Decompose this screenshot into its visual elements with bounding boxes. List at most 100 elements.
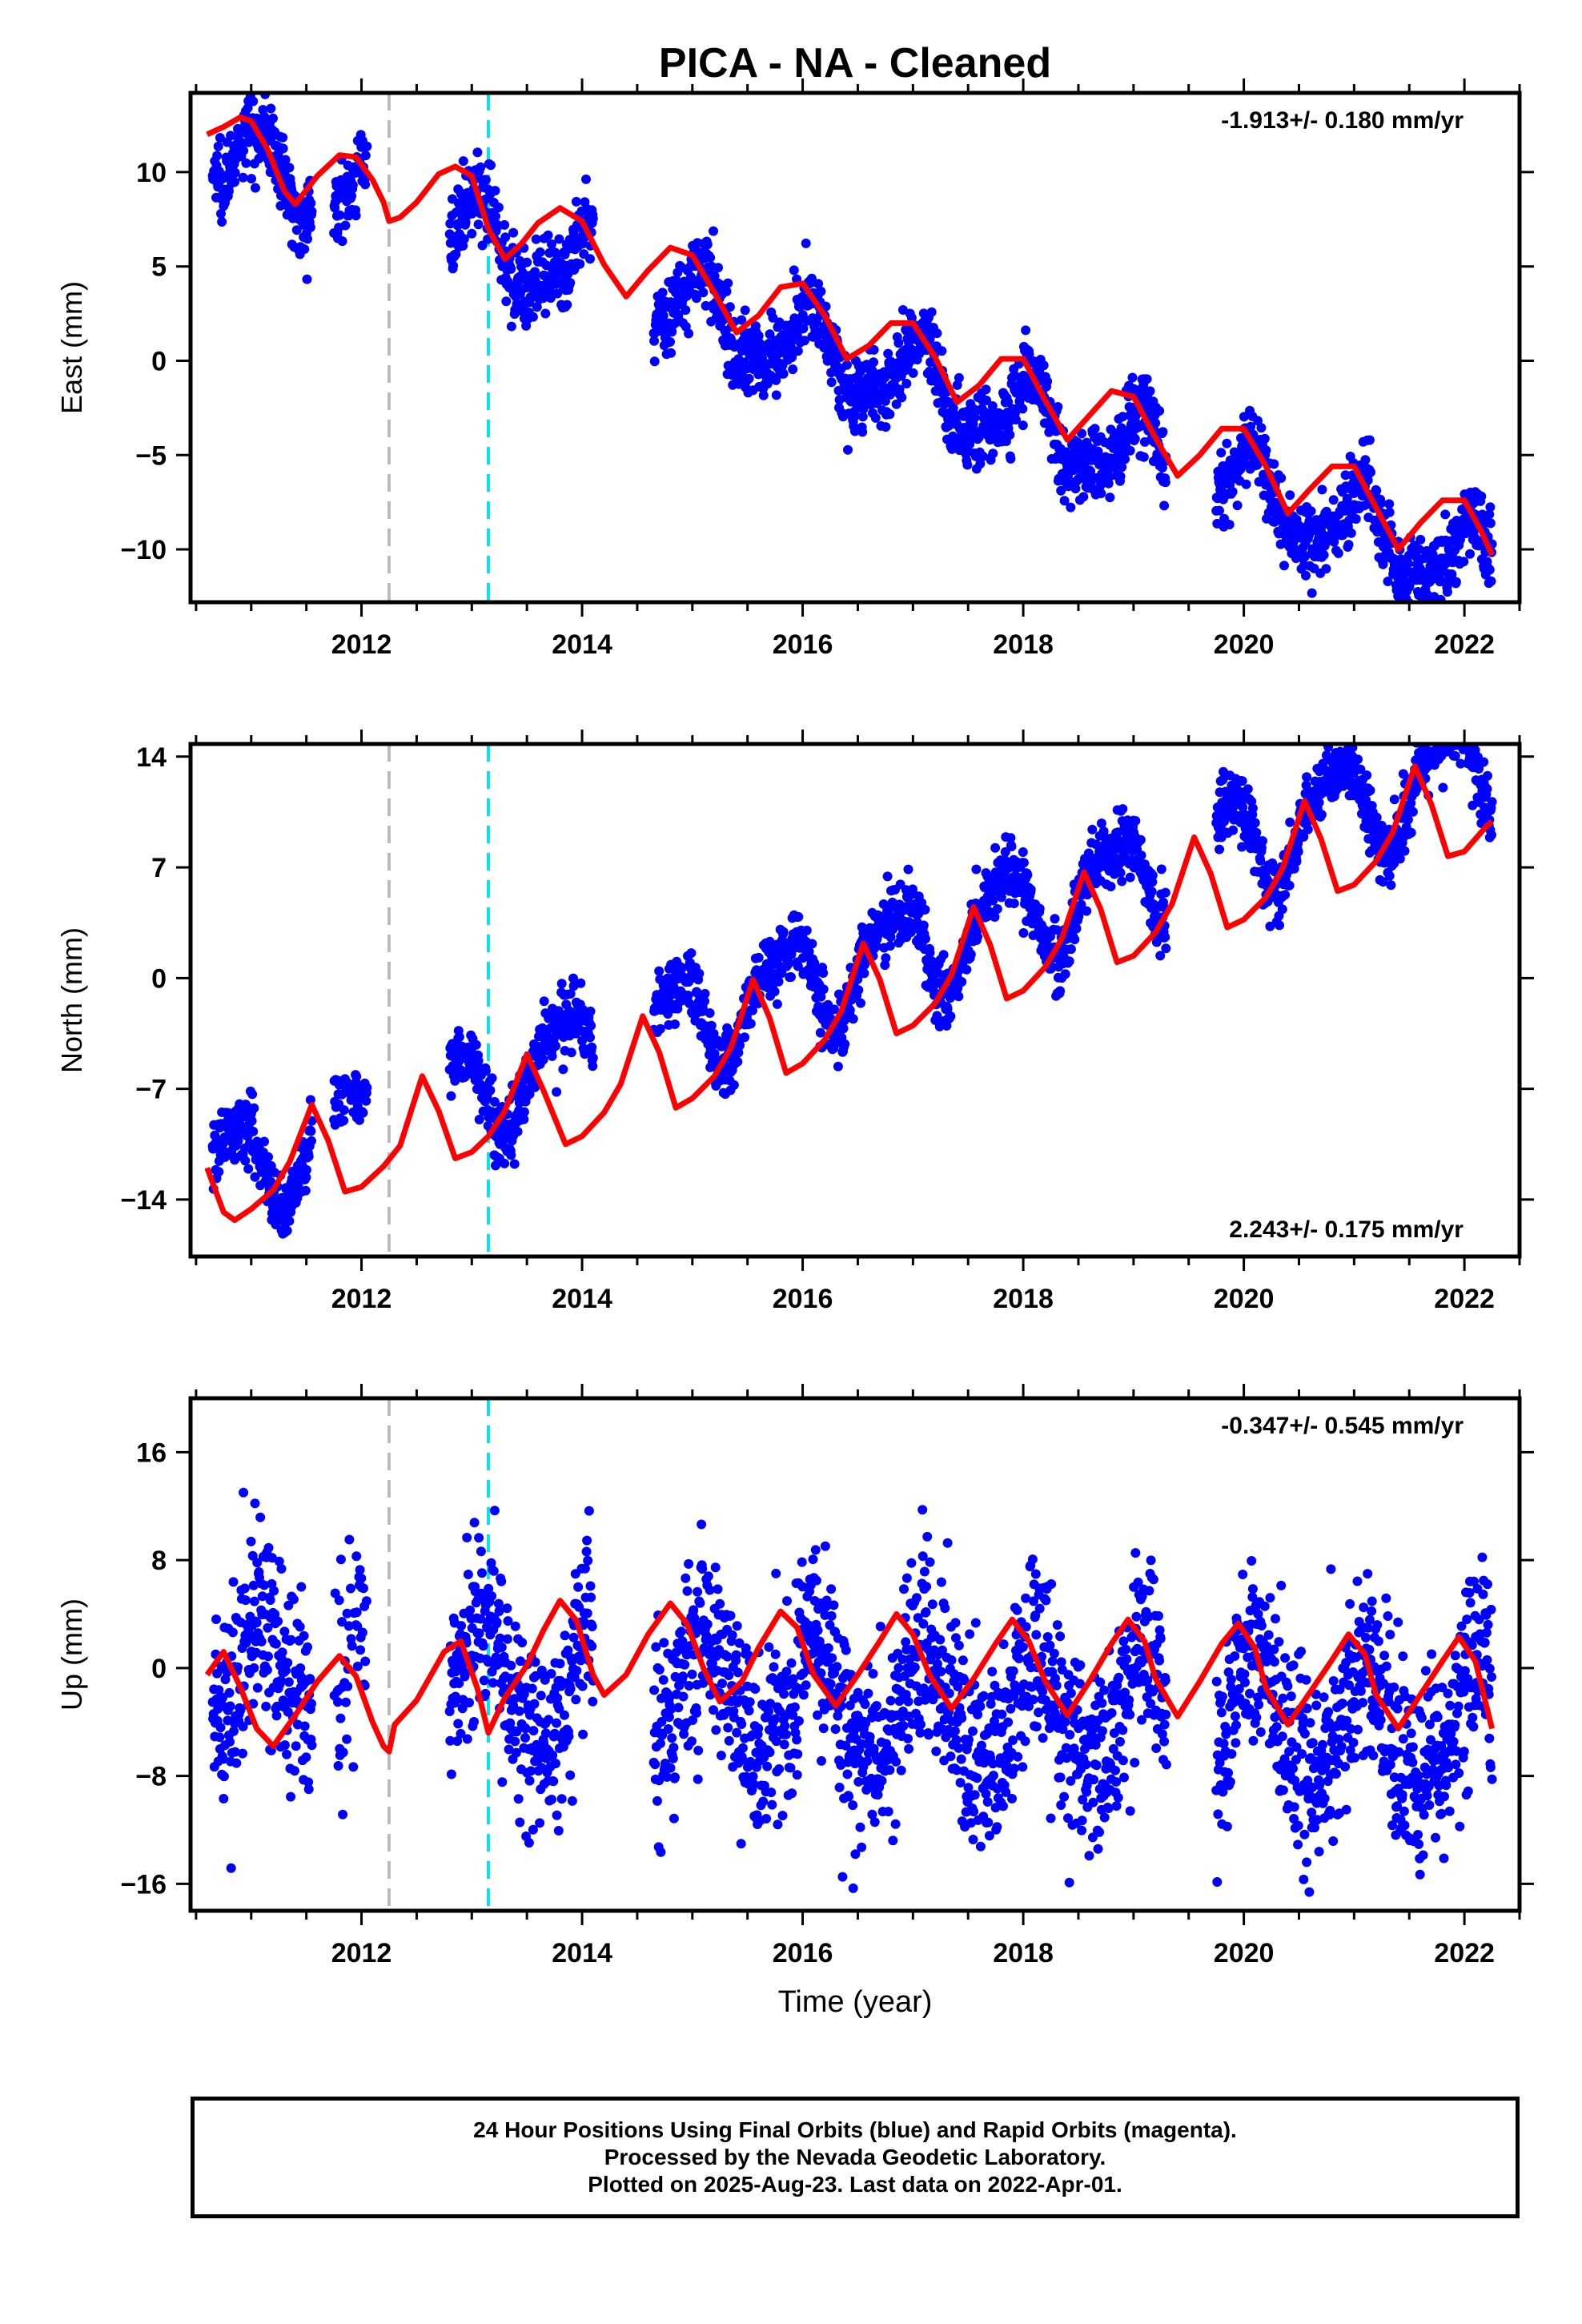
up-point (214, 1685, 224, 1695)
east-point (932, 328, 942, 339)
north-point (845, 1005, 855, 1015)
east-point (1451, 577, 1461, 587)
east-point (869, 357, 878, 368)
north-point (1009, 899, 1019, 909)
north-point (454, 1031, 464, 1042)
north-point (853, 985, 864, 995)
east-point (291, 225, 302, 235)
east-point (1125, 445, 1135, 456)
north-point (1303, 824, 1313, 834)
north-point (990, 912, 1000, 922)
north-point (1453, 714, 1463, 723)
north-point (509, 1159, 520, 1169)
east-point (216, 208, 226, 219)
north-point (772, 999, 782, 1009)
north-point (446, 1091, 456, 1101)
east-x-tick-label: 2014 (552, 629, 612, 660)
north-point (1280, 890, 1291, 900)
east-point (535, 247, 545, 257)
east-point (362, 141, 372, 151)
north-point (361, 1096, 371, 1106)
east-x-tick-label: 2012 (331, 629, 392, 660)
north-point (1443, 706, 1453, 715)
east-point (1053, 402, 1063, 412)
north-point (777, 968, 787, 979)
east-point (284, 163, 295, 173)
north-point (1355, 764, 1366, 774)
east-point (841, 360, 852, 370)
north-point (988, 895, 998, 906)
east-point (970, 412, 980, 423)
north-point (663, 1009, 673, 1019)
east-point (255, 70, 265, 79)
north-point (1258, 836, 1267, 846)
up-point (215, 1732, 225, 1743)
up-point (212, 1668, 223, 1679)
east-point (1216, 448, 1227, 458)
up-point (225, 1701, 235, 1711)
north-point (355, 1115, 364, 1125)
north-point (1243, 784, 1253, 794)
north-point (1028, 931, 1038, 940)
east-point (1042, 376, 1053, 387)
east-point (1038, 360, 1049, 371)
east-point (241, 158, 251, 168)
east-point (247, 174, 256, 184)
north-point (1406, 827, 1416, 838)
north-point (1482, 784, 1492, 794)
east-point (901, 379, 912, 388)
east-point (1150, 418, 1161, 428)
east-point (737, 315, 747, 325)
east-point (1343, 540, 1354, 550)
north-point (670, 1019, 680, 1029)
north-point (971, 864, 982, 875)
north-point (1384, 870, 1395, 881)
north-point (809, 962, 820, 972)
north-point (259, 1136, 269, 1147)
east-point (826, 377, 837, 388)
north-point (233, 1136, 243, 1146)
east-y-axis-label: East (mm) (55, 281, 88, 414)
north-point (1386, 880, 1396, 891)
east-point (275, 201, 286, 211)
north-point (306, 1126, 316, 1136)
north-point (1284, 880, 1295, 891)
north-x-tick-label: 2014 (552, 1284, 612, 1314)
north-point (247, 1116, 257, 1126)
north-point (1160, 932, 1170, 943)
east-point (713, 263, 723, 273)
north-point (838, 1023, 849, 1034)
north-point (1461, 720, 1471, 730)
east-point (843, 444, 853, 455)
east-point (1253, 416, 1263, 426)
north-point (1450, 718, 1460, 727)
north-y-tick-label: −7 (135, 1075, 167, 1105)
north-point (1087, 824, 1098, 834)
east-point (1378, 559, 1388, 569)
east-point (351, 211, 361, 221)
east-x-tick-label: 2018 (993, 629, 1054, 660)
east-point (1418, 606, 1427, 616)
north-x-tick-label: 2018 (993, 1284, 1054, 1314)
east-point (1158, 427, 1168, 437)
north-point (491, 1160, 500, 1171)
north-point (1455, 713, 1464, 722)
east-point (1105, 493, 1115, 503)
east-point (1070, 484, 1081, 494)
north-y-tick-label: 14 (136, 742, 167, 773)
north-point (303, 1152, 314, 1162)
east-point (1383, 577, 1393, 586)
east-points (207, 70, 1497, 616)
east-point (692, 293, 701, 304)
east-point (1285, 490, 1295, 501)
east-point (480, 175, 491, 185)
east-point (307, 207, 317, 217)
east-point (1096, 489, 1106, 499)
east-point (547, 239, 556, 249)
north-point (1458, 734, 1468, 743)
east-point (562, 300, 572, 310)
north-point (1443, 722, 1453, 732)
north-point (1113, 827, 1123, 838)
north-point (745, 1019, 756, 1029)
north-point (480, 1066, 491, 1076)
